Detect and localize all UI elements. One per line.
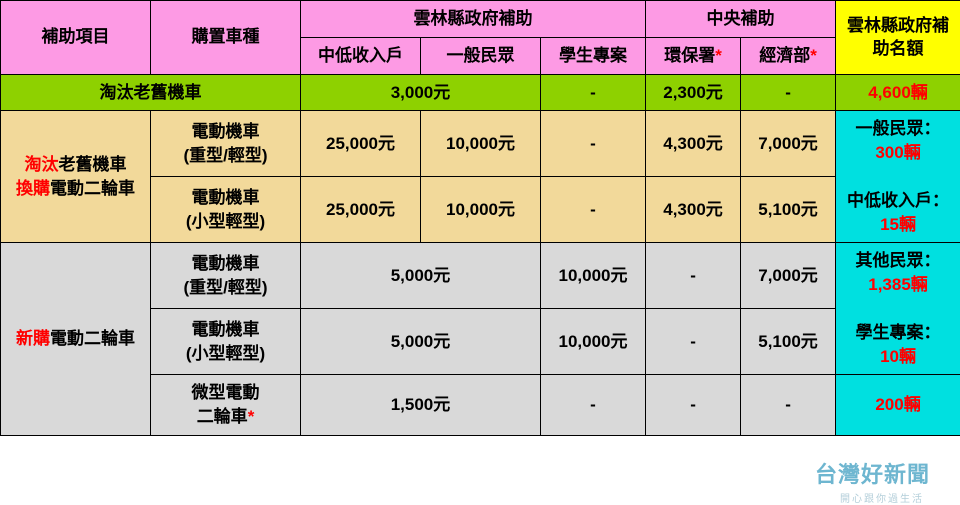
newbuy-sub2-student: 10,000元 (541, 309, 646, 375)
replace-sub2-moea: 5,100元 (741, 177, 836, 243)
newbuy-sub3-moea: - (741, 375, 836, 436)
hdr-epa: 環保署* (646, 37, 741, 74)
replace-sub1-student: - (541, 111, 646, 177)
subsidy-table: 補助項目 購置車種 雲林縣政府補助 中央補助 雲林縣政府補助名額 中低收入戶 一… (0, 0, 960, 436)
newbuy-sub2-yunlin: 5,000元 (301, 309, 541, 375)
hdr-item: 補助項目 (1, 1, 151, 75)
newbuy-sub2-type: 電動機車 (小型輕型) (151, 309, 301, 375)
newbuy-sub1-yunlin: 5,000元 (301, 243, 541, 309)
replace-quota: 一般民眾： 300輛 中低收入戶： 15輛 (836, 111, 960, 243)
newbuy-sub2-epa: - (646, 309, 741, 375)
newbuy-sub1-student: 10,000元 (541, 243, 646, 309)
replace-sub2-student: - (541, 177, 646, 243)
replace-sub1-low: 25,000元 (301, 111, 421, 177)
newbuy-quota-bottom: 200輛 (836, 375, 960, 436)
hdr-central: 中央補助 (646, 1, 836, 38)
newbuy-sub1-epa: - (646, 243, 741, 309)
hdr-quota: 雲林縣政府補助名額 (836, 1, 960, 75)
newbuy-sub2-moea: 5,100元 (741, 309, 836, 375)
scrap-student: - (541, 74, 646, 111)
hdr-vehicle: 購置車種 (151, 1, 301, 75)
hdr-student: 學生專案 (541, 37, 646, 74)
replace-sub1-moea: 7,000元 (741, 111, 836, 177)
scrap-yunlin: 3,000元 (301, 74, 541, 111)
newbuy-sub3-yunlin: 1,500元 (301, 375, 541, 436)
scrap-moea: - (741, 74, 836, 111)
replace-sub2-type: 電動機車 (小型輕型) (151, 177, 301, 243)
replace-sub2-low: 25,000元 (301, 177, 421, 243)
newbuy-sub3-epa: - (646, 375, 741, 436)
newbuy-sub1-moea: 7,000元 (741, 243, 836, 309)
scrap-quota: 4,600輛 (836, 74, 960, 111)
replace-sub2-epa: 4,300元 (646, 177, 741, 243)
replace-sub1-type: 電動機車 (重型/輕型) (151, 111, 301, 177)
replace-sub1-gen: 10,000元 (421, 111, 541, 177)
replace-sub1-epa: 4,300元 (646, 111, 741, 177)
newbuy-sub3-student: - (541, 375, 646, 436)
newbuy-title: 新購電動二輪車 (1, 243, 151, 436)
newbuy-quota-top: 其他民眾： 1,385輛 學生專案： 10輛 (836, 243, 960, 375)
replace-title: 淘汰老舊機車 換購電動二輪車 (1, 111, 151, 243)
replace-sub2-gen: 10,000元 (421, 177, 541, 243)
scrap-epa: 2,300元 (646, 74, 741, 111)
hdr-lowincome: 中低收入戶 (301, 37, 421, 74)
hdr-moea: 經濟部* (741, 37, 836, 74)
newbuy-sub3-type: 微型電動 二輪車* (151, 375, 301, 436)
hdr-yunlin: 雲林縣政府補助 (301, 1, 646, 38)
watermark-main: 台灣好新聞 (815, 457, 930, 489)
newbuy-sub1-type: 電動機車 (重型/輕型) (151, 243, 301, 309)
scrap-title: 淘汰老舊機車 (1, 74, 301, 111)
hdr-general: 一般民眾 (421, 37, 541, 74)
